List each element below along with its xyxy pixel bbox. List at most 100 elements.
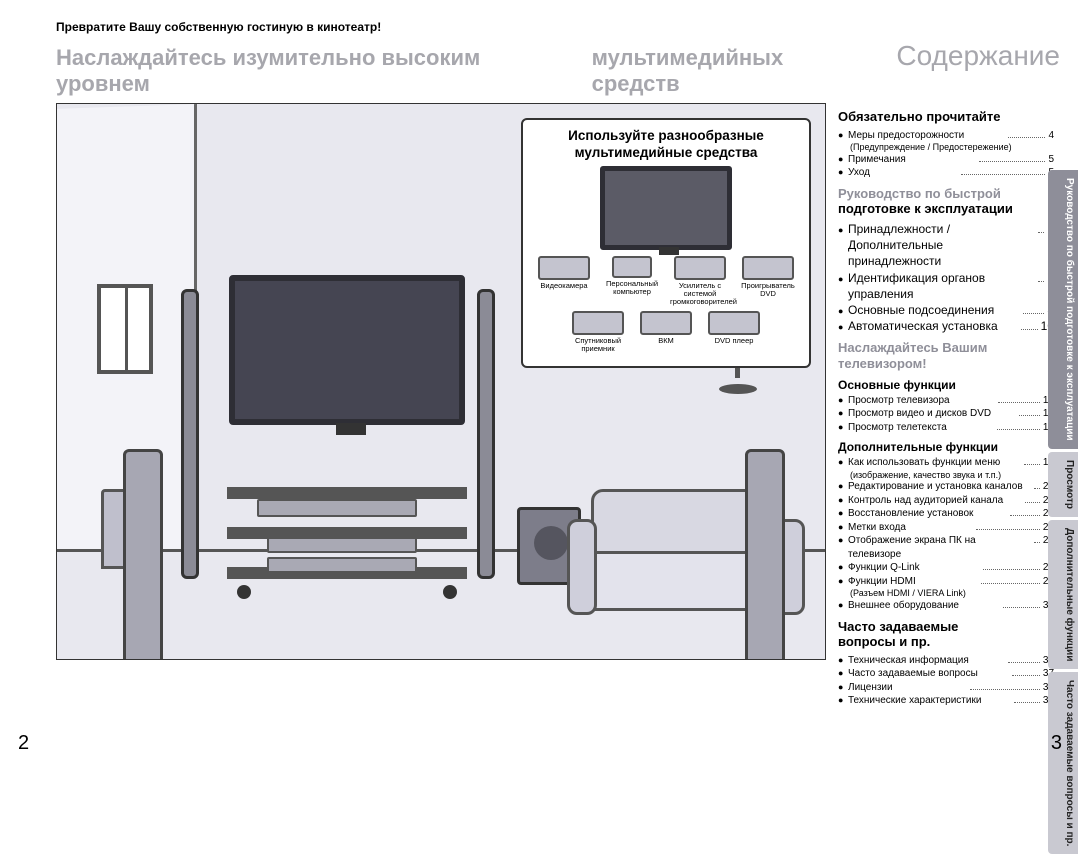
bullet-icon: ●: [838, 654, 848, 666]
toc-item-label: Контроль над аудиторией канала: [848, 494, 1022, 508]
tab-quickstart[interactable]: Руководство по быстрой подготовке к эксп…: [1048, 170, 1078, 449]
living-room-illustration: Используйте разнообразные мультимедийные…: [56, 103, 826, 660]
toc-item-label: Технические характеристики: [848, 694, 1011, 708]
toc-item-label: Уход: [848, 166, 958, 180]
bullet-icon: ●: [838, 480, 848, 492]
toc-item-label: Метки входа: [848, 521, 973, 535]
toc-item[interactable]: ●Отображение экрана ПК на телевизоре27: [838, 534, 1054, 561]
callout-item-label: Проигрыватель DVD: [741, 281, 795, 298]
toc-item-page: 4: [1048, 129, 1054, 143]
callout-item-label: DVD плеер: [715, 336, 754, 345]
bullet-icon: ●: [838, 456, 848, 468]
callout-line2: мультимедийные средства: [575, 145, 758, 160]
toc-item[interactable]: ●Просмотр телевизора12: [838, 394, 1054, 408]
toc-subheading: Основные функции: [838, 378, 1054, 392]
bullet-icon: ●: [838, 494, 848, 506]
toc-item-label: Восстановление установок: [848, 507, 1007, 521]
toc-item[interactable]: ●Редактирование и установка каналов22: [838, 480, 1054, 494]
bullet-icon: ●: [838, 421, 848, 433]
toc-item[interactable]: ●Функции HDMI29: [838, 575, 1054, 589]
bullet-icon: ●: [838, 694, 848, 706]
toc-item[interactable]: ●Идентификация органов управления7: [838, 270, 1054, 302]
headline-left: Наслаждайтесь изумительно высоким уровне…: [56, 45, 564, 97]
bullet-icon: ●: [838, 407, 848, 419]
bullet-icon: ●: [838, 394, 848, 406]
toc-item-label: Функции Q-Link: [848, 561, 980, 575]
toc-item-label: Меры предосторожности: [848, 129, 1005, 143]
toc-item[interactable]: ●Принадлежности / Дополнительные принадл…: [838, 221, 1054, 270]
toc-item[interactable]: ●Часто задаваемые вопросы37: [838, 667, 1054, 681]
toc-item[interactable]: ●Функции Q-Link28: [838, 561, 1054, 575]
callout-items: Видеокамера Персональный компьютер Усили…: [531, 256, 801, 353]
toc-item[interactable]: ●Как использовать функции меню18: [838, 456, 1054, 470]
toc-section-4: Часто задаваемыевопросы и пр.: [838, 619, 1054, 650]
toc-item-page: 5: [1048, 153, 1054, 167]
toc-item-label: Техническая информация: [848, 654, 1005, 668]
toc-item[interactable]: ●Внешнее оборудование32: [838, 599, 1054, 613]
toc-item-note: (Разъем HDMI / VIERA Link): [838, 588, 1054, 599]
toc-item[interactable]: ●Просмотр видео и дисков DVD14: [838, 407, 1054, 421]
toc-section-1: Обязательно прочитайте: [838, 109, 1054, 125]
callout-item-label: Спутниковый приемник: [575, 336, 621, 353]
bullet-icon: ●: [838, 273, 848, 285]
bullet-icon: ●: [838, 681, 848, 693]
toc-item-label: Примечания: [848, 153, 976, 167]
toc-item[interactable]: ●Техническая информация34: [838, 654, 1054, 668]
bullet-icon: ●: [838, 599, 848, 611]
toc-subheading: Дополнительные функции: [838, 440, 1054, 454]
toc-item-label: Часто задаваемые вопросы: [848, 667, 1009, 681]
bullet-icon: ●: [838, 575, 848, 587]
toc-item[interactable]: ●Уход5: [838, 166, 1054, 180]
callout-item-label: Персональный компьютер: [606, 279, 658, 296]
page-number-left: 2: [18, 732, 29, 755]
toc-item-label: Редактирование и установка каналов: [848, 480, 1031, 494]
toc-item-label: Функции HDMI: [848, 575, 978, 589]
illustration-column: Используйте разнообразные мультимедийные…: [56, 103, 826, 708]
bullet-icon: ●: [838, 321, 848, 333]
callout-tv-icon: [600, 166, 732, 250]
headline-row: Наслаждайтесь изумительно высоким уровне…: [56, 40, 1060, 97]
toc-section-2: Руководство по быстройподготовке к экспл…: [838, 186, 1054, 217]
bullet-icon: ●: [838, 129, 848, 141]
callout-item-label: Видеокамера: [540, 281, 587, 290]
toc-item-label: Отображение экрана ПК на телевизоре: [848, 534, 1031, 561]
bullet-icon: ●: [838, 153, 848, 165]
bullet-icon: ●: [838, 521, 848, 533]
toc-item[interactable]: ●Восстановление установок25: [838, 507, 1054, 521]
bullet-icon: ●: [838, 561, 848, 573]
tagline: Превратите Вашу собственную гостиную в к…: [56, 20, 1060, 34]
toc-item[interactable]: ●Контроль над аудиторией канала24: [838, 494, 1054, 508]
tab-advanced[interactable]: Дополнительные функции: [1048, 520, 1078, 669]
toc-item-label: Внешнее оборудование: [848, 599, 1000, 613]
page-number-right: 3: [1051, 732, 1062, 755]
toc-item-note: (Предупреждение / Предостережение): [838, 142, 1054, 153]
toc-item[interactable]: ●Меры предосторожности 4: [838, 129, 1054, 143]
toc-item[interactable]: ●Лицензии39: [838, 681, 1054, 695]
tab-viewing[interactable]: Просмотр: [1048, 452, 1078, 517]
bullet-icon: ●: [838, 534, 848, 546]
callout-line1: Используйте разнообразные: [568, 128, 764, 143]
toc-item[interactable]: ●Примечания 5: [838, 153, 1054, 167]
toc-item[interactable]: ●Автоматическая установка10: [838, 318, 1054, 334]
toc-item-label: Основные подсоединения: [848, 302, 1020, 318]
tv-icon: [229, 275, 465, 425]
media-callout: Используйте разнообразные мультимедийные…: [521, 118, 811, 368]
toc-item[interactable]: ●Просмотр телетекста16: [838, 421, 1054, 435]
bullet-icon: ●: [838, 305, 848, 317]
toc-title: Содержание: [896, 40, 1060, 72]
toc-item-label: Принадлежности / Дополнительные принадле…: [848, 221, 1035, 270]
toc-item-label: Автоматическая установка: [848, 318, 1018, 334]
toc-item[interactable]: ●Технические характеристики39: [838, 694, 1054, 708]
toc-item-label: Просмотр видео и дисков DVD: [848, 407, 1016, 421]
toc-item[interactable]: ●Метки входа26: [838, 521, 1054, 535]
toc-item-note: (изображение, качество звука и т.п.): [838, 470, 1054, 481]
bullet-icon: ●: [838, 166, 848, 178]
headline-right: мультимедийных средств: [592, 45, 869, 97]
toc-item-label: Идентификация органов управления: [848, 270, 1035, 302]
manual-spread: Превратите Вашу собственную гостиную в к…: [0, 0, 1080, 763]
bullet-icon: ●: [838, 667, 848, 679]
bullet-icon: ●: [838, 507, 848, 519]
toc-item-label: Просмотр телетекста: [848, 421, 994, 435]
main-row: Используйте разнообразные мультимедийные…: [56, 103, 1060, 708]
toc-item[interactable]: ●Основные подсоединения8: [838, 302, 1054, 318]
